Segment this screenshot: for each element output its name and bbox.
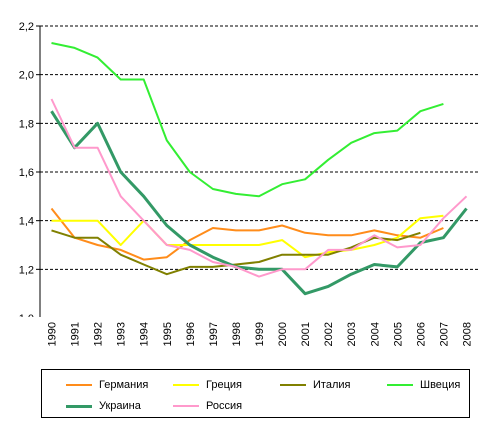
x-axis-labels: 1990 1991 1992 1993 1994 1995 1996 1997 1998 1999… bbox=[47, 322, 474, 346]
x-tick-label: 1997 bbox=[208, 322, 220, 346]
series-line-0 bbox=[50, 207, 444, 261]
legend-swatch bbox=[66, 384, 92, 386]
grid-layer bbox=[40, 25, 478, 270]
legend-label: Италия bbox=[313, 379, 351, 391]
x-tick-label: 2004 bbox=[369, 322, 381, 346]
legend-swatch bbox=[280, 384, 306, 386]
legend-swatch bbox=[66, 404, 92, 408]
series-line-4 bbox=[50, 110, 468, 296]
legend-item: Италия bbox=[280, 376, 350, 394]
series-layer bbox=[50, 42, 468, 296]
legend: Германия Греция Италия Швеция Украина Россия bbox=[41, 369, 470, 418]
x-tick-label: 1992 bbox=[93, 322, 105, 346]
y-tick-label: 1,8 bbox=[19, 118, 34, 130]
series-line-3 bbox=[51, 42, 444, 198]
y-tick-label: 1,4 bbox=[19, 216, 34, 228]
x-tick-label: 1995 bbox=[162, 322, 174, 346]
y-tick-label: 2,0 bbox=[19, 70, 34, 82]
legend-item: Россия bbox=[173, 397, 242, 415]
y-tick-label: 1,2 bbox=[19, 264, 34, 276]
x-tick-label: 2006 bbox=[415, 322, 427, 346]
legend-label: Греция bbox=[206, 379, 242, 391]
x-tick-label: 1991 bbox=[70, 322, 82, 346]
legend-swatch bbox=[387, 384, 413, 386]
legend-item: Греция bbox=[173, 376, 242, 394]
y-tick-label: 1,6 bbox=[19, 167, 34, 179]
legend-label: Германия bbox=[99, 379, 149, 391]
legend-item: Швеция bbox=[387, 376, 460, 394]
x-tick-label: 2005 bbox=[392, 322, 404, 346]
x-tick-label: 2003 bbox=[346, 322, 358, 346]
legend-swatch bbox=[173, 384, 199, 386]
x-tick-label: 2001 bbox=[300, 322, 312, 346]
label-layer: 1,01,21,41,61,82,02,2 bbox=[19, 21, 34, 325]
x-tick-label: 1999 bbox=[254, 322, 266, 346]
legend-label: Россия bbox=[206, 400, 243, 412]
x-tick-label: 2002 bbox=[323, 322, 335, 346]
legend-label: Украина bbox=[99, 400, 141, 412]
x-tick-label: 1998 bbox=[231, 322, 243, 346]
series-line-1 bbox=[51, 214, 444, 259]
chart-svg: 1,01,21,41,61,82,02,2 bbox=[19, 21, 479, 325]
legend-item: Германия bbox=[66, 376, 148, 394]
series-line-5 bbox=[50, 98, 468, 278]
legend-label: Швеция bbox=[420, 379, 461, 391]
x-tick-label: 2007 bbox=[438, 322, 450, 346]
x-tick-label: 1990 bbox=[47, 322, 59, 346]
x-tick-label: 1996 bbox=[185, 322, 197, 346]
x-tick-label: 1994 bbox=[139, 322, 151, 346]
x-tick-label: 2000 bbox=[277, 322, 289, 346]
x-tick-label: 2008 bbox=[461, 322, 473, 346]
legend-swatch bbox=[173, 405, 199, 407]
legend-item: Украина bbox=[66, 397, 141, 415]
y-tick-label: 2,2 bbox=[19, 21, 34, 33]
x-tick-label: 1993 bbox=[116, 322, 128, 346]
